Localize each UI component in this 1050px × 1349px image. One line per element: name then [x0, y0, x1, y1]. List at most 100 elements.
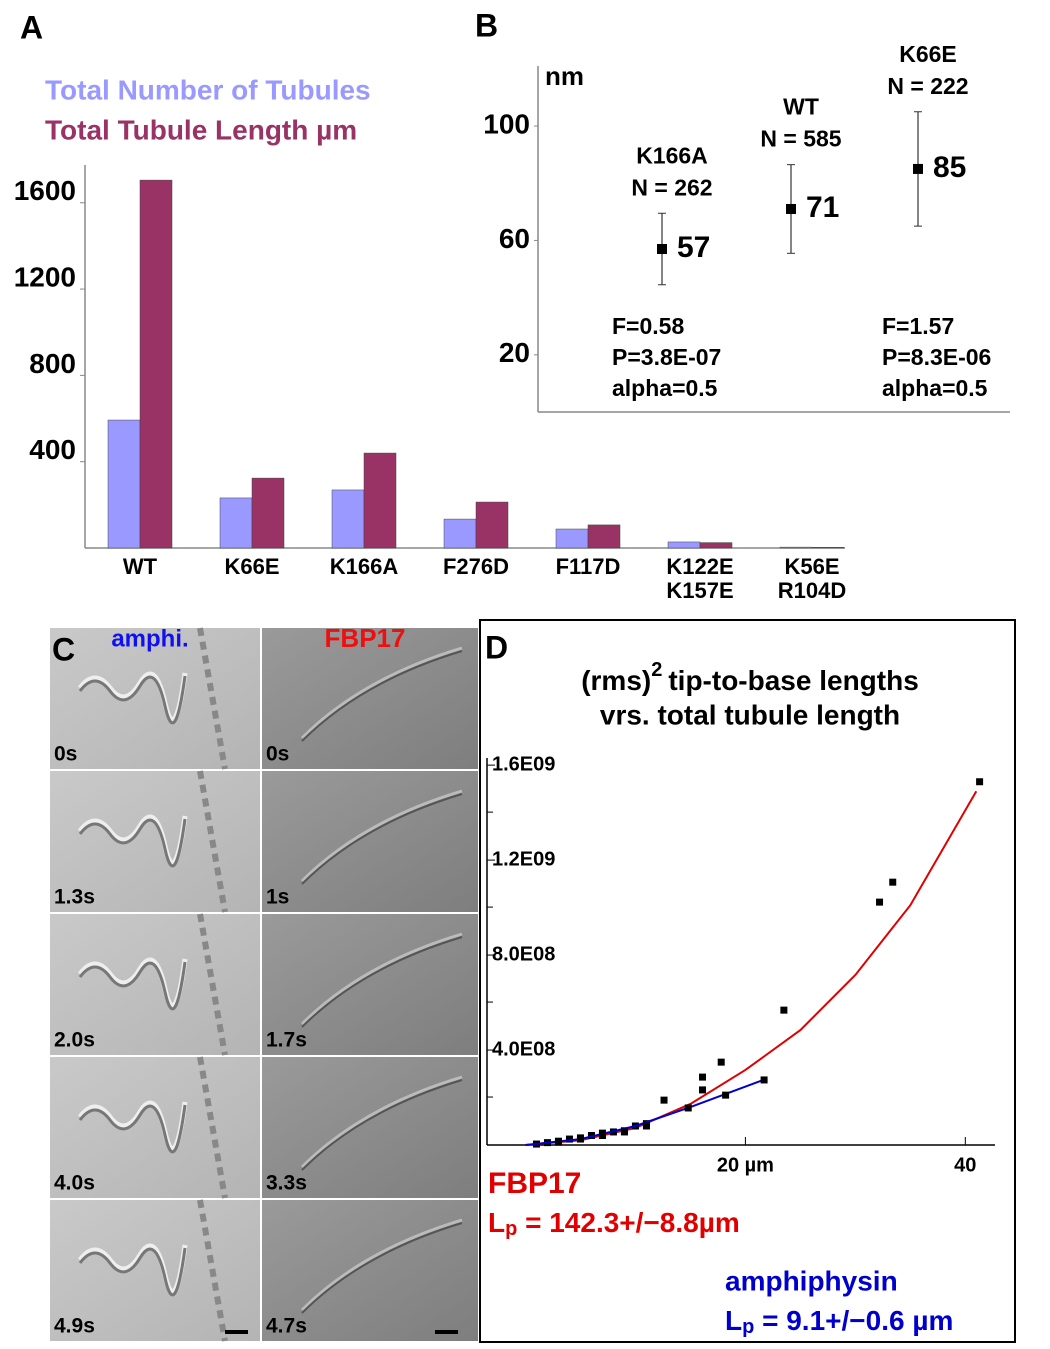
tubule	[78, 675, 187, 725]
micrograph	[262, 914, 478, 1055]
time-label: 2.0s	[54, 1029, 95, 1052]
x-tick-label: K166A	[330, 554, 399, 579]
point	[642, 1122, 650, 1130]
annotation: alpha=0.5	[882, 375, 988, 401]
panel-label: B	[475, 7, 498, 43]
bar	[555, 528, 589, 549]
membrane	[197, 1056, 228, 1199]
tubule	[78, 1104, 187, 1154]
x-tick-label: WT	[123, 554, 158, 579]
panel-label: A	[20, 9, 43, 45]
membrane	[197, 627, 228, 770]
column-label: FBP17	[325, 623, 406, 653]
fit-symbol: L	[488, 1207, 505, 1238]
x-tick-label: F117D	[556, 554, 621, 579]
tubule	[301, 936, 463, 1028]
panel-label: D	[485, 629, 508, 665]
tubule	[301, 650, 463, 742]
tubule	[78, 1243, 188, 1295]
point	[722, 1091, 730, 1099]
point	[699, 1086, 707, 1094]
y-tick-label: 1600	[14, 175, 76, 206]
micrograph	[50, 1057, 260, 1198]
point	[976, 778, 984, 786]
fit-label: Lp = 9.1+/−0.6 µm	[725, 1305, 953, 1338]
bar	[219, 497, 253, 549]
annotation: P=3.8E-07	[612, 344, 721, 370]
tubule	[300, 1218, 463, 1312]
category-label: WT	[783, 94, 819, 120]
point	[786, 203, 796, 214]
title-text: tip-to-base lengths	[668, 665, 918, 696]
point	[760, 1076, 768, 1084]
chart-title: (rms)2 tip-to-base lengths	[581, 659, 919, 696]
time-label: 3.3s	[266, 1172, 307, 1195]
membrane	[197, 913, 228, 1056]
bar	[587, 524, 621, 549]
category-label: K66E	[899, 41, 957, 67]
point	[684, 1104, 692, 1112]
y-tick-label: 1.6E09	[492, 753, 555, 775]
bar	[443, 518, 477, 549]
y-tick-label: 4.0E08	[492, 1038, 555, 1060]
category-label: K166A	[636, 142, 708, 168]
membrane	[197, 1199, 228, 1342]
column-label: amphi.	[111, 625, 188, 652]
y-tick-label: 20	[499, 337, 530, 368]
bar	[811, 547, 845, 549]
chart-subtitle: vrs. total tubule length	[600, 699, 900, 730]
annotation: alpha=0.5	[612, 375, 718, 401]
point	[598, 1132, 606, 1140]
tubule	[78, 1100, 188, 1152]
time-label: 1.3s	[54, 886, 95, 909]
fit-subscript: p	[505, 1218, 517, 1240]
tubule	[78, 1247, 187, 1297]
time-label: 1.7s	[266, 1029, 307, 1052]
time-label: 0s	[266, 743, 289, 766]
tubule	[78, 818, 187, 868]
bar	[667, 541, 701, 549]
y-tick-label: 1200	[14, 261, 76, 292]
bar	[331, 489, 365, 549]
data-label: 71	[806, 191, 839, 224]
annotation: F=0.58	[612, 313, 684, 339]
scale-bar	[435, 1330, 458, 1334]
micrograph	[262, 628, 478, 769]
x-tick-label: R104D	[778, 578, 846, 603]
bar	[251, 477, 285, 549]
x-tick-label: K66E	[224, 554, 279, 579]
point	[717, 1058, 725, 1066]
tubule	[301, 1079, 463, 1171]
bar	[139, 179, 173, 549]
point	[660, 1096, 668, 1104]
y-axis-label: nm	[545, 61, 584, 91]
x-tick-label: K157E	[666, 578, 733, 603]
legend-entry: Total Tubule Length µm	[45, 114, 357, 145]
micrograph	[262, 1057, 478, 1198]
annotation: P=8.3E-06	[882, 344, 991, 370]
point	[699, 1073, 707, 1081]
tubule	[301, 1222, 463, 1314]
tubule	[300, 789, 463, 883]
tubule	[78, 957, 188, 1009]
micrograph	[50, 628, 260, 769]
point	[780, 1006, 788, 1014]
fit-subscript: p	[742, 1316, 754, 1338]
y-tick-label: 100	[483, 108, 530, 139]
panel-d-frame	[479, 619, 1016, 1343]
y-tick-label: 800	[29, 348, 76, 379]
data-label: 85	[933, 151, 966, 184]
n-label: N = 585	[760, 126, 841, 152]
micrograph	[50, 1200, 260, 1341]
tubule	[301, 793, 463, 885]
fit-symbol: L	[725, 1305, 742, 1336]
point	[620, 1128, 628, 1136]
n-label: N = 222	[887, 73, 968, 99]
tubule	[78, 814, 188, 866]
time-label: 4.0s	[54, 1172, 95, 1195]
panel-label: C	[52, 631, 75, 667]
y-tick-label: 8.0E08	[492, 943, 555, 965]
point	[565, 1135, 573, 1143]
annotation: F=1.57	[882, 313, 954, 339]
